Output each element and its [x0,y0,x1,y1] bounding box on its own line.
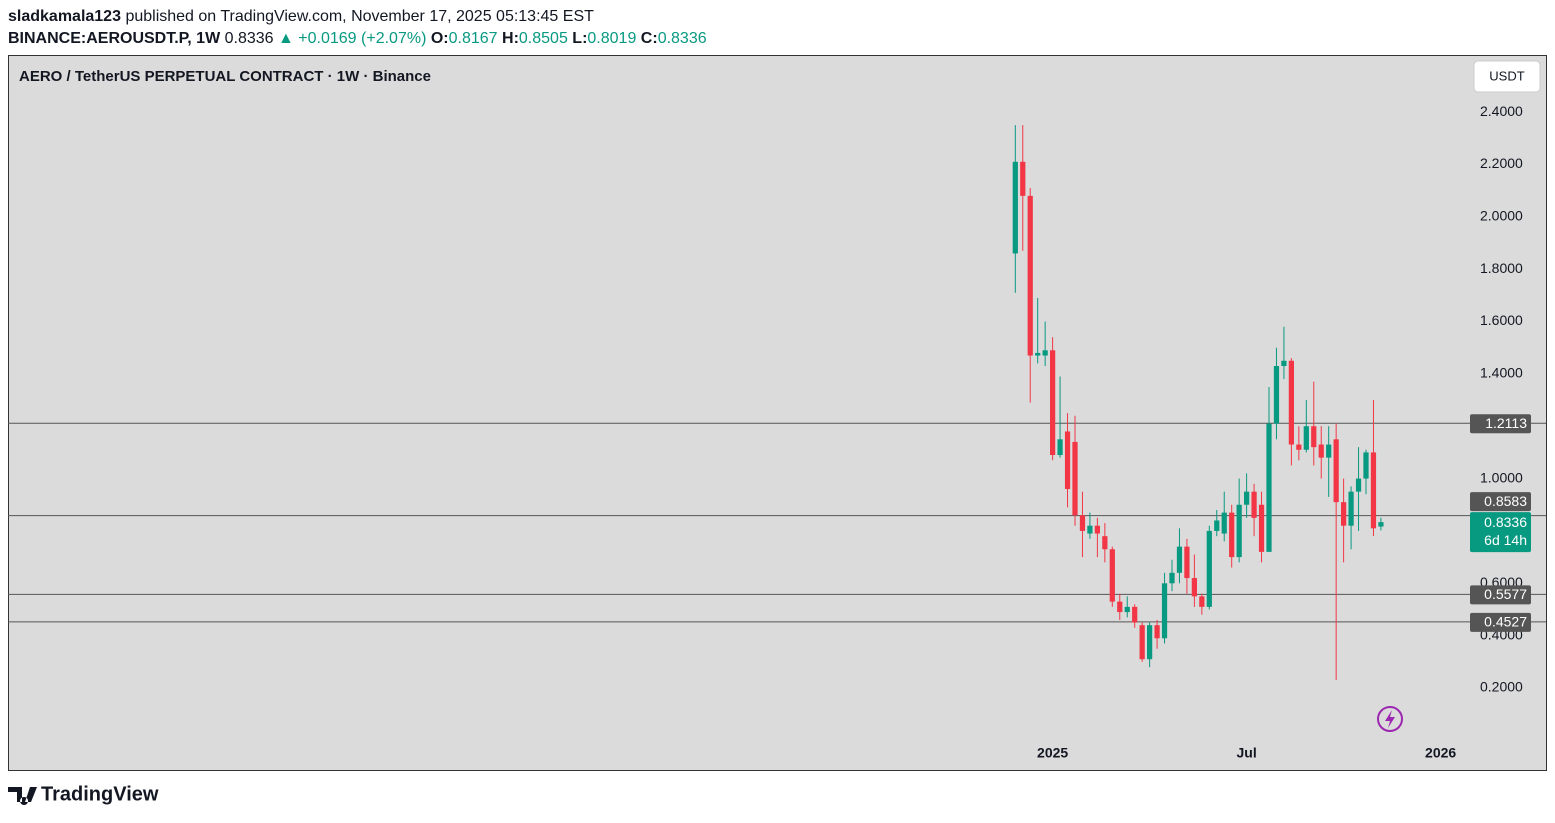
y-tick-label: 1.6000 [1480,312,1523,328]
candle-body [1303,426,1309,450]
candle-body [1288,360,1294,445]
candle-body [1206,530,1212,607]
candle-body [1214,520,1220,531]
candle-body [1355,478,1362,492]
price-label: 1.2113 [1485,415,1527,431]
candle-body [1199,596,1205,607]
l-label: L: [572,30,587,47]
candle-body [1147,625,1153,660]
price-label-box [1470,414,1531,434]
candle-body [1341,502,1347,526]
alert-bolt [1385,710,1395,728]
candle-body [1244,491,1250,505]
y-tick-label: 1.0000 [1480,469,1523,485]
y-tick-label: 2.2000 [1480,155,1523,171]
candle-body [1184,546,1190,579]
x-tick-label: 2025 [1037,745,1068,761]
candle-body [1064,431,1071,490]
candle-body [1057,439,1063,456]
h-value: 0.8505 [519,30,568,47]
y-tick-label: 1.8000 [1480,260,1523,276]
candle-body [1229,512,1235,558]
candle-body [1266,423,1272,552]
chart-title: AERO / TetherUS PERPETUAL CONTRACT · 1W … [19,68,431,85]
candle-body [1363,452,1369,479]
candle-body [1109,549,1115,602]
author: sladkamala123 [8,8,121,25]
candle-body [1296,444,1302,450]
candle-body [1273,366,1280,424]
logo-text: TradingView [41,783,159,805]
price-label-box [1470,585,1531,605]
y-tick-label: 1.4000 [1480,365,1523,381]
candle-body [1318,444,1324,458]
price-label-box [1470,492,1531,512]
candle-body [1169,572,1175,584]
countdown: 6d 14h [1484,532,1527,548]
candle-body [1079,515,1086,531]
candle-body [1191,578,1197,597]
alert-icon[interactable] [1377,706,1403,732]
published: published on TradingView.com, November 1… [125,8,594,25]
candle-body [1370,452,1377,529]
candle-body [1020,161,1026,196]
y-tick-label: 2.0000 [1480,207,1523,223]
o-label: O: [431,30,449,47]
y-tick-label: 0.2000 [1480,679,1523,695]
price-label: 0.4527 [1484,614,1527,630]
candle-body [1124,606,1130,613]
candle-body [1035,352,1041,356]
candle-body [1161,583,1168,639]
candle-body [1378,522,1384,527]
currency-button[interactable] [1473,60,1541,93]
price-label: 0.5577 [1484,586,1527,602]
price-label-box [1470,612,1531,632]
c-value: 0.8336 [658,30,707,47]
logo-icon [8,787,37,805]
change: ▲ +0.0169 (+2.07%) [278,30,426,47]
candle-body [1258,504,1265,552]
h-label: H: [502,30,519,47]
candle-body [1176,546,1183,573]
candle-body [1311,426,1317,448]
symbol: BINANCE:AEROUSDT.P, 1W [8,30,221,47]
candle-body [1139,625,1145,660]
last-price-label: 0.8336 [1484,514,1527,530]
candle-body [1042,350,1048,356]
candle-body [1087,525,1093,534]
currency: USDT [1489,68,1524,83]
candle-body [1132,606,1138,623]
last-price-box [1470,512,1531,553]
candle-body [1027,195,1033,356]
c-label: C: [641,30,658,47]
chart-pane [8,55,1547,771]
last: 0.8336 [225,30,274,47]
candle-body [1333,439,1339,503]
y-tick-label: 2.4000 [1480,103,1523,119]
candle-body [1236,504,1242,558]
publish-line: sladkamala123 published on TradingView.c… [8,8,594,25]
candle-body [1281,360,1287,367]
candle-body [1154,625,1160,639]
candle-body [1221,512,1227,534]
x-tick-label: 2026 [1425,745,1456,761]
candle-body [1117,601,1123,613]
candle-body [1102,536,1108,550]
candle-body [1348,491,1354,526]
plot: 0.20000.40000.60000.80001.00001.20001.40… [8,103,1546,761]
candle-body [1326,444,1332,458]
candle-body [1050,350,1056,456]
candle-body [1072,441,1078,516]
candle-body [1094,525,1100,534]
ohlc-line: BINANCE:AEROUSDT.P, 1W 0.8336 ▲ +0.0169 … [8,30,707,47]
candle-body [1251,491,1257,518]
o-value: 0.8167 [449,30,498,47]
l-value: 0.8019 [587,30,636,47]
candle-body [1012,161,1018,254]
price-label: 0.8583 [1484,493,1527,509]
x-tick-label: Jul [1236,745,1256,761]
